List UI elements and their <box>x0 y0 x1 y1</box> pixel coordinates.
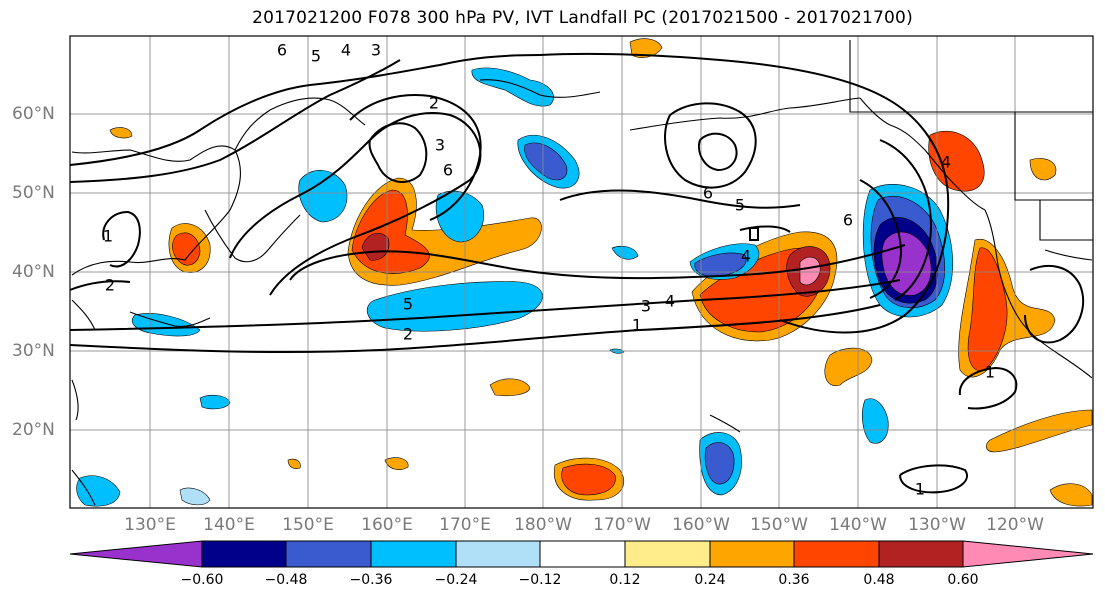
contour-label: 1 <box>984 362 996 382</box>
contour-label: 2 <box>104 275 116 295</box>
lat-label-60n: 60°N <box>12 104 55 124</box>
lon-label: 160°E <box>361 515 413 535</box>
colorbar-swatch-8 <box>709 540 795 568</box>
colorbar-tick: −0.48 <box>264 572 308 588</box>
contour-label: 5 <box>734 195 746 215</box>
lon-label: 160°W <box>672 515 730 535</box>
contour-label: 5 <box>310 46 322 66</box>
lon-label: 130°W <box>908 515 966 535</box>
colorbar-tick: 0.12 <box>609 572 641 588</box>
contour-label: 6 <box>702 183 714 203</box>
contour-label: 6 <box>276 40 288 60</box>
contour-label: 6 <box>442 160 454 180</box>
colorbar <box>69 540 1094 568</box>
colorbar-swatch-6 <box>539 540 626 568</box>
lat-label-40n: 40°N <box>12 262 55 282</box>
pv-contours <box>69 52 1085 494</box>
contour-label: 4 <box>740 246 752 266</box>
contour-label: 5 <box>402 294 414 314</box>
lon-label: 180°W <box>514 515 572 535</box>
colorbar-swatch-4 <box>370 540 457 568</box>
colorbar-swatch-10 <box>878 540 964 568</box>
contour-label: 4 <box>940 152 952 172</box>
lon-label: 150°E <box>282 515 334 535</box>
contour-label: 1 <box>914 479 926 499</box>
lon-label: 140°W <box>829 515 887 535</box>
colorbar-tick: 0.36 <box>778 572 810 588</box>
colorbar-swatch-5 <box>455 540 541 568</box>
coastlines <box>71 40 1093 506</box>
lon-label: 130°E <box>124 515 176 535</box>
lon-label: 150°W <box>750 515 808 535</box>
lat-label-30n: 30°N <box>12 341 55 361</box>
plot-frame <box>69 35 1094 509</box>
contour-label: 2 <box>402 324 414 344</box>
colorbar-swatch-1 <box>69 540 203 568</box>
lon-label: 140°E <box>203 515 255 535</box>
contour-label: 1 <box>631 315 643 335</box>
colorbar-tick: 0.48 <box>863 572 895 588</box>
colorbar-swatch-3 <box>285 540 372 568</box>
colorbar-tick: −0.36 <box>349 572 393 588</box>
lat-label-20n: 20°N <box>12 420 55 440</box>
contour-label: 3 <box>434 135 446 155</box>
contour-label: 4 <box>664 291 676 311</box>
colorbar-tick: 0.60 <box>947 572 979 588</box>
contour-label: 1 <box>102 226 114 246</box>
colorbar-tick: 0.24 <box>694 572 726 588</box>
plot-title: 2017021200 F078 300 hPa PV, IVT Landfall… <box>252 8 913 28</box>
colorbar-swatch-2 <box>201 540 287 568</box>
colorbar-swatch-9 <box>793 540 880 568</box>
gridlines <box>70 36 1093 508</box>
colorbar-tick: −0.24 <box>434 572 478 588</box>
lat-label-50n: 50°N <box>12 183 55 203</box>
colorbar-swatch-11 <box>962 540 1094 568</box>
ivt-shading <box>76 38 1093 507</box>
contour-label: 3 <box>370 40 382 60</box>
colorbar-tick: −0.60 <box>180 572 224 588</box>
lon-label: 170°W <box>593 515 651 535</box>
contour-label: 3 <box>640 296 652 316</box>
contour-label: 4 <box>340 40 352 60</box>
lon-label: 120°W <box>986 515 1044 535</box>
contour-label: 2 <box>428 93 440 113</box>
contour-label: 6 <box>842 210 854 230</box>
lon-label: 170°E <box>439 515 491 535</box>
colorbar-swatch-7 <box>624 540 711 568</box>
colorbar-tick: −0.12 <box>518 572 562 588</box>
